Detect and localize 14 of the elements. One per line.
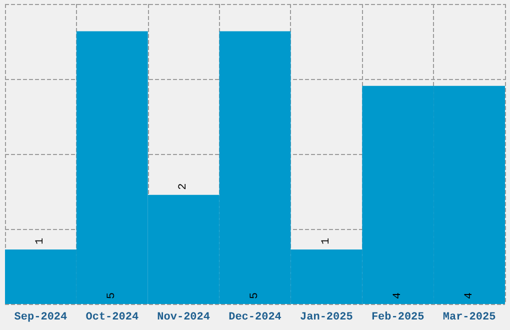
x-tick-label: Jan-2025 bbox=[300, 312, 354, 324]
data-label: 5 bbox=[249, 292, 261, 299]
x-tick-label: Oct-2024 bbox=[86, 312, 139, 324]
x-tick-label: Dec-2024 bbox=[228, 312, 282, 324]
data-label: 2 bbox=[178, 183, 190, 190]
x-tick-label: Mar-2025 bbox=[442, 312, 496, 324]
data-label: 4 bbox=[463, 292, 476, 299]
x-tick-label: Nov-2024 bbox=[157, 312, 210, 324]
x-tick-label: Feb-2025 bbox=[371, 312, 425, 324]
data-label: 4 bbox=[392, 292, 404, 299]
data-label: 5 bbox=[106, 292, 118, 299]
x-tick-label: Sep-2024 bbox=[14, 312, 68, 324]
data-label: 1 bbox=[320, 237, 332, 244]
data-label: 1 bbox=[34, 237, 47, 244]
